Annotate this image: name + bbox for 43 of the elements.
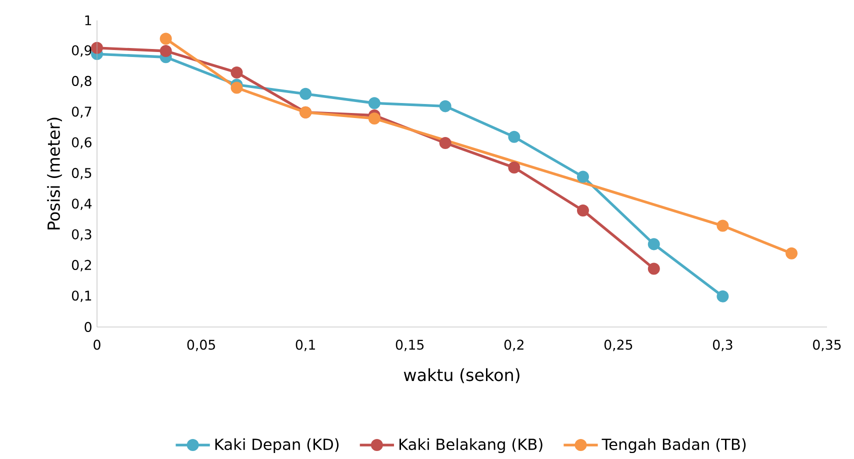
point	[230, 66, 243, 78]
y-tick-label: 1	[85, 15, 92, 26]
point	[160, 44, 172, 57]
point	[716, 290, 729, 302]
point	[716, 220, 729, 232]
x-tick-label: 0,1	[296, 340, 315, 352]
x-tick-label: 0	[94, 340, 100, 350]
y-tick-label: 0,8	[72, 76, 92, 88]
point	[576, 170, 589, 183]
point	[300, 88, 312, 100]
point	[648, 262, 660, 275]
y-tick-label: 0	[84, 322, 92, 332]
point	[368, 97, 380, 110]
point	[91, 42, 104, 54]
point	[230, 82, 243, 94]
x-tick-label: 0,2	[504, 340, 524, 352]
x-tick-label: 0,25	[604, 340, 632, 352]
x-tick-label: 0,35	[813, 340, 841, 352]
y-axis-title: Posisi (meter)	[47, 118, 62, 230]
x-tick-label: 0,3	[712, 340, 732, 352]
point	[160, 32, 172, 45]
y-tick-label: 0,3	[72, 229, 92, 241]
x-tick-label: 0,15	[396, 340, 424, 352]
x-axis-title: waktu (sekon)	[404, 368, 520, 384]
y-tick-label: 0,1	[72, 290, 92, 302]
x-tick-label: 0,05	[187, 340, 215, 352]
point	[439, 100, 452, 112]
point	[368, 112, 380, 124]
point	[576, 204, 589, 216]
y-tick-label: 0,7	[72, 106, 92, 118]
point	[786, 247, 798, 260]
y-tick-label: 0,5	[72, 168, 92, 180]
y-tick-label: 0,6	[72, 137, 92, 149]
legend-label: Tengah Badan (TB)	[602, 438, 746, 454]
y-tick-label: 0,4	[72, 198, 92, 210]
y-tick-label: 0,2	[72, 260, 91, 272]
point	[508, 130, 520, 143]
y-tick-label: 0,9	[72, 45, 92, 57]
point	[439, 136, 452, 149]
point	[648, 238, 660, 250]
point	[508, 162, 520, 174]
legend-label: Kaki Belakang (KB)	[400, 438, 542, 454]
legend-label: Kaki Depan (KD)	[215, 438, 339, 454]
